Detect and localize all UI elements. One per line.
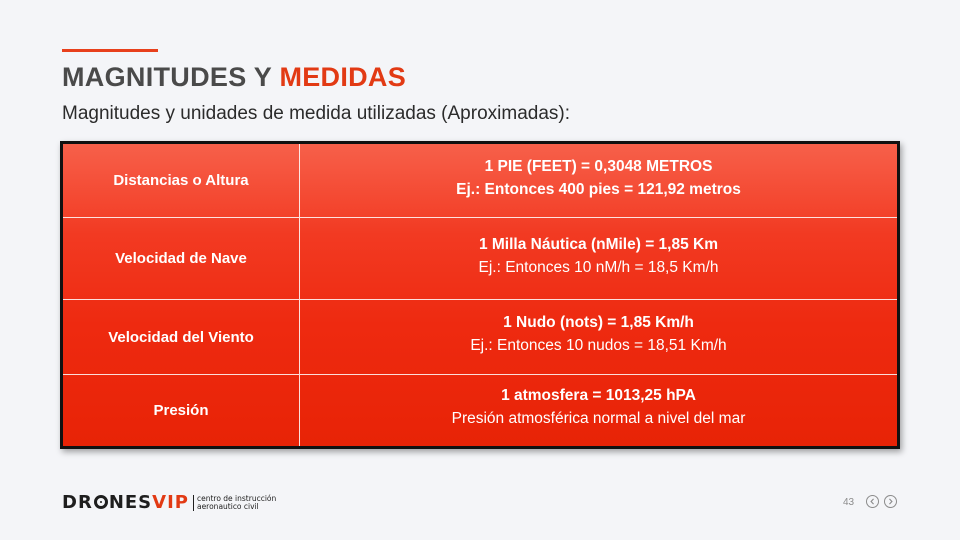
page-title-main: MAGNITUDES Y (62, 62, 280, 92)
table-row: Distancias o Altura 1 PIE (FEET) = 0,304… (63, 144, 897, 218)
page-number: 43 (843, 497, 855, 508)
table-row: Velocidad del Viento 1 Nudo (nots) = 1,8… (63, 299, 897, 374)
next-slide-button[interactable] (884, 495, 897, 508)
row-value-example: Presión atmosférica normal a nivel del m… (451, 410, 746, 428)
row-value-example: Ej.: Entonces 10 nM/h = 18,5 Km/h (478, 258, 719, 276)
row-value-example: Ej.: Entonces 10 nudos = 18,51 Km/h (470, 337, 727, 355)
logo-tagline: centro de instrucción aeronautico civil (192, 493, 277, 511)
chevron-right-icon (889, 498, 893, 505)
logo-wordmark: DR NESVIP (62, 492, 189, 513)
row-value-main: 1 PIE (FEET) = 0,3048 METROS (484, 157, 713, 175)
row-value-main: 1 Milla Náutica (nMile) = 1,85 Km (478, 235, 719, 253)
dronesvip-logo: DR NESVIP centro de instrucción aeronauti… (62, 492, 276, 513)
row-value: 1 Nudo (nots) = 1,85 Km/h Ej.: Entonces … (300, 300, 897, 373)
page-subtitle: Magnitudes y unidades de medida utilizad… (62, 103, 570, 124)
row-label: Distancias o Altura (63, 144, 300, 218)
drone-icon (93, 495, 108, 509)
table-row: Velocidad de Nave 1 Milla Náutica (nMile… (63, 217, 897, 300)
logo-tagline-line1: centro de instrucción (196, 493, 277, 503)
row-value-example: Ej.: Entonces 400 pies = 121,92 metros (456, 180, 741, 198)
logo-vip: VIP (152, 492, 189, 513)
row-label: Velocidad de Nave (63, 218, 300, 300)
row-value: 1 atmosfera = 1013,25 hPA Presión atmosf… (300, 375, 897, 446)
previous-slide-button[interactable] (866, 495, 879, 508)
page-title-highlight: MEDIDAS (279, 62, 407, 92)
chevron-left-icon (870, 498, 874, 505)
row-value: 1 PIE (FEET) = 0,3048 METROS Ej.: Entonc… (300, 144, 897, 217)
row-value-main: 1 Nudo (nots) = 1,85 Km/h (503, 314, 694, 332)
row-value-main: 1 atmosfera = 1013,25 hPA (501, 387, 696, 405)
page-title: MAGNITUDES Y MEDIDAS (62, 62, 406, 93)
logo-part1: DR (62, 492, 93, 513)
row-value: 1 Milla Náutica (nMile) = 1,85 Km Ej.: E… (300, 218, 897, 299)
table-row: Presión 1 atmosfera = 1013,25 hPA Presió… (63, 373, 897, 446)
title-accent-bar (62, 49, 158, 52)
row-label: Presión (63, 374, 300, 446)
measures-table: Distancias o Altura 1 PIE (FEET) = 0,304… (60, 141, 900, 449)
logo-tagline-line2: aeronautico civil (196, 501, 259, 511)
row-label: Velocidad del Viento (63, 300, 300, 374)
logo-part2: NES (108, 492, 153, 513)
